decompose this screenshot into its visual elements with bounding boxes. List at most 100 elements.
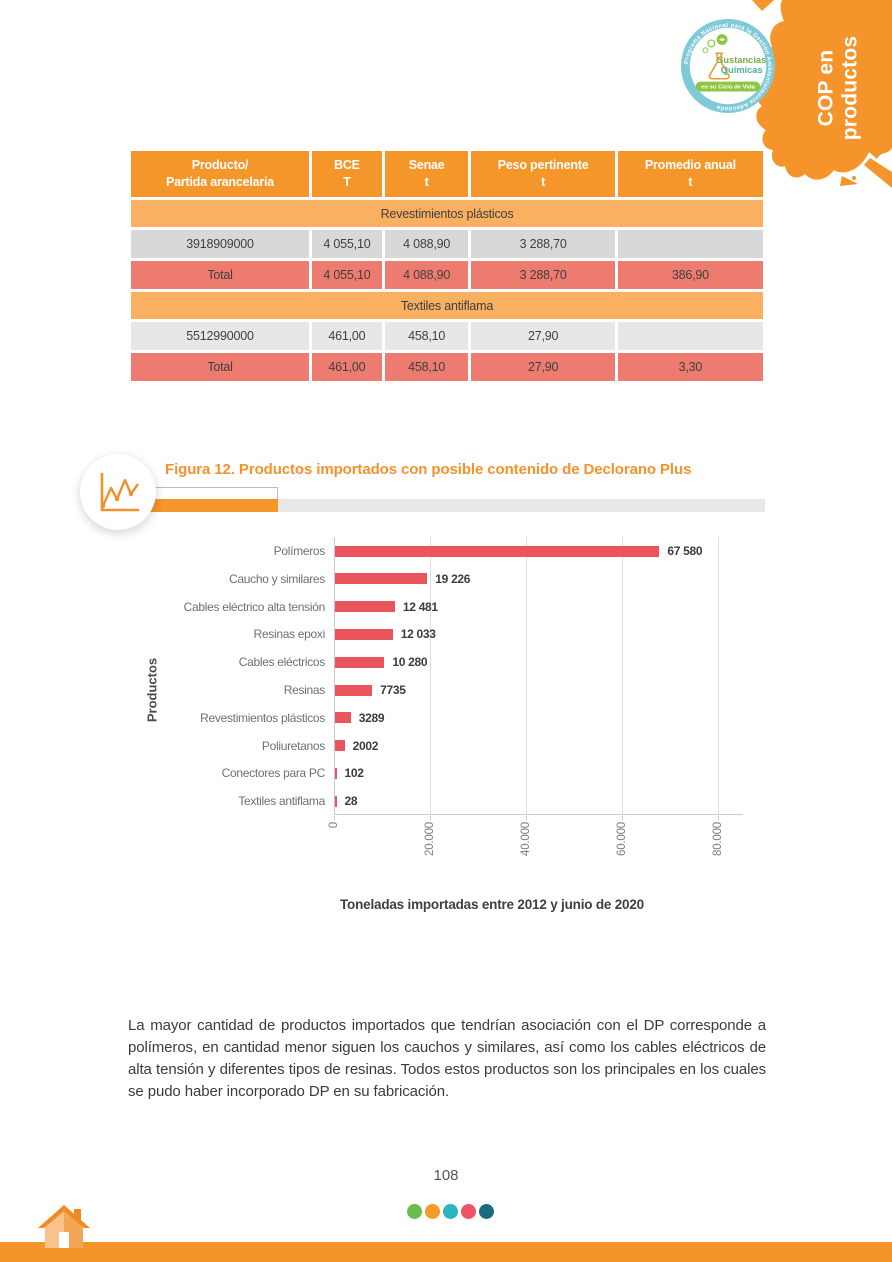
section-title: Revestimientos plásticos [128, 197, 766, 230]
home-icon[interactable] [38, 1204, 90, 1248]
table-cell: 3 288,70 [468, 227, 618, 261]
category-label: Textiles antiflama [238, 794, 325, 809]
bar [335, 656, 385, 668]
table-cell: 386,90 [614, 258, 767, 292]
footer-dot [461, 1204, 476, 1219]
footer-dot [407, 1204, 422, 1219]
table-row: 3918909000 4 055,10 4 088,90 3 288,70 [127, 227, 767, 261]
bar-chart-row: Cables eléctricos 10 280 [130, 648, 740, 676]
logo-title-line1: Sustancias [717, 55, 766, 65]
x-tick-label: 60.000 [616, 822, 628, 856]
table-row: 5512990000 461,00 458,10 27,90 [127, 319, 767, 353]
value-label: 12 033 [400, 627, 436, 642]
flask-icon [708, 52, 730, 80]
category-label: Caucho y similares [229, 571, 325, 586]
value-label: 28 [344, 794, 358, 809]
table-cell: 4 088,90 [381, 227, 472, 261]
corner-label: COP en productos [814, 36, 861, 140]
table-cell [614, 319, 767, 353]
y-axis-title: Productos [144, 657, 160, 723]
table-cell: 458,10 [381, 319, 472, 353]
category-label: Resinas epoxi [253, 627, 326, 642]
footer-dot [479, 1204, 494, 1219]
line-chart-icon [100, 472, 140, 512]
table-cell: 3,30 [614, 350, 767, 384]
x-tick-label: 20.000 [424, 822, 436, 856]
table-cell: 5512990000 [127, 319, 313, 353]
value-label: 12 481 [402, 599, 438, 614]
corner-label-line2: productos [838, 35, 861, 141]
table-cell: 4 055,10 [309, 258, 385, 292]
total-row: Total 4 055,10 4 088,90 3 288,70 386,90 [127, 258, 767, 292]
bottom-border-band [0, 1242, 892, 1262]
x-tick-mark [430, 816, 431, 820]
table-cell: 4 055,10 [309, 227, 385, 261]
footer-dots [407, 1204, 494, 1219]
section-title: Textiles antiflama [128, 289, 766, 322]
bar [335, 767, 337, 779]
col-header-promedio: Promedio anual t [614, 148, 767, 200]
leaf-icons [702, 34, 728, 54]
table-cell: 3 288,70 [468, 258, 618, 292]
x-tick-mark [622, 816, 623, 820]
section-row: Revestimientos plásticos [128, 197, 766, 230]
imports-table: Producto/Partida arancelaria BCE T Senae t… [127, 148, 767, 384]
value-label: 19 226 [435, 571, 471, 586]
bar [335, 740, 345, 752]
x-tick-label: 40.000 [520, 822, 532, 856]
table-cell: 4 088,90 [381, 258, 472, 292]
x-axis-title: Toneladas importadas entre 2012 y junio … [340, 897, 644, 912]
table-cell: 461,00 [309, 350, 385, 384]
category-label: Resinas [283, 683, 326, 697]
section-row: Textiles antiflama [128, 289, 766, 322]
col-header-peso: Peso pertinente t [468, 148, 618, 200]
gridline [430, 537, 431, 815]
col-header-senae: Senae t [381, 148, 472, 200]
col-header-producto: Producto/Partida arancelaria [127, 148, 313, 200]
bar [335, 712, 351, 724]
category-label: Cables eléctricos [238, 655, 326, 670]
bar-chart-row: Caucho y similares 19 226 [130, 565, 740, 593]
table-cell [614, 227, 767, 261]
figure-rule-track [148, 499, 765, 512]
table-cell: 458,10 [381, 350, 472, 384]
category-label: Conectores para PC [221, 766, 326, 781]
bar [335, 573, 428, 585]
value-label: 7735 [380, 683, 406, 697]
value-label: 102 [344, 766, 364, 781]
bar [335, 684, 373, 696]
table-cell: 3918909000 [127, 227, 313, 261]
value-label: 10 280 [392, 655, 428, 670]
sustancias-quimicas-logo: Programa Nacional para la Gestión Ambien… [680, 18, 776, 114]
figure-bracket-decoration [146, 487, 278, 499]
table-cell: 27,90 [468, 350, 618, 384]
bar-chart-row: Resinas 7735 [130, 676, 740, 704]
category-label: Cables eléctrico alta tensión [183, 599, 326, 614]
gridline [526, 537, 527, 815]
x-tick-mark [526, 816, 527, 820]
body-paragraph: La mayor cantidad de productos importado… [128, 1017, 766, 1101]
col-header-bce: BCE T [309, 148, 385, 200]
logo-title-line2: Químicas [721, 65, 763, 75]
gridline [622, 537, 623, 815]
bar-chart-row: Poliuretanos 2002 [130, 732, 740, 760]
x-tick-mark [334, 816, 335, 820]
bar [335, 545, 660, 557]
corner-label-line1: COP en [814, 49, 838, 127]
bar-chart-row: Revestimientos plásticos 3289 [130, 704, 740, 732]
category-label: Poliuretanos [261, 738, 325, 753]
bar [335, 601, 395, 613]
bar [335, 795, 337, 807]
bar-chart-rows: Polímeros 67 580 Caucho y similares 19 2… [130, 537, 740, 815]
bar-chart-row: Cables eléctrico alta tensión 12 481 [130, 593, 740, 621]
logo-banner-text: en su Ciclo de Vida [701, 85, 755, 91]
footer-dot [443, 1204, 458, 1219]
value-label: 2002 [352, 738, 379, 753]
x-tick-label: 80.000 [712, 822, 724, 856]
bar-chart-plot-area [334, 537, 743, 820]
figure-rule-fill [148, 499, 278, 512]
table-header-row: Producto/Partida arancelaria BCE T Senae t… [127, 148, 767, 200]
table-cell: Total [127, 258, 313, 292]
x-axis-line [334, 814, 743, 815]
